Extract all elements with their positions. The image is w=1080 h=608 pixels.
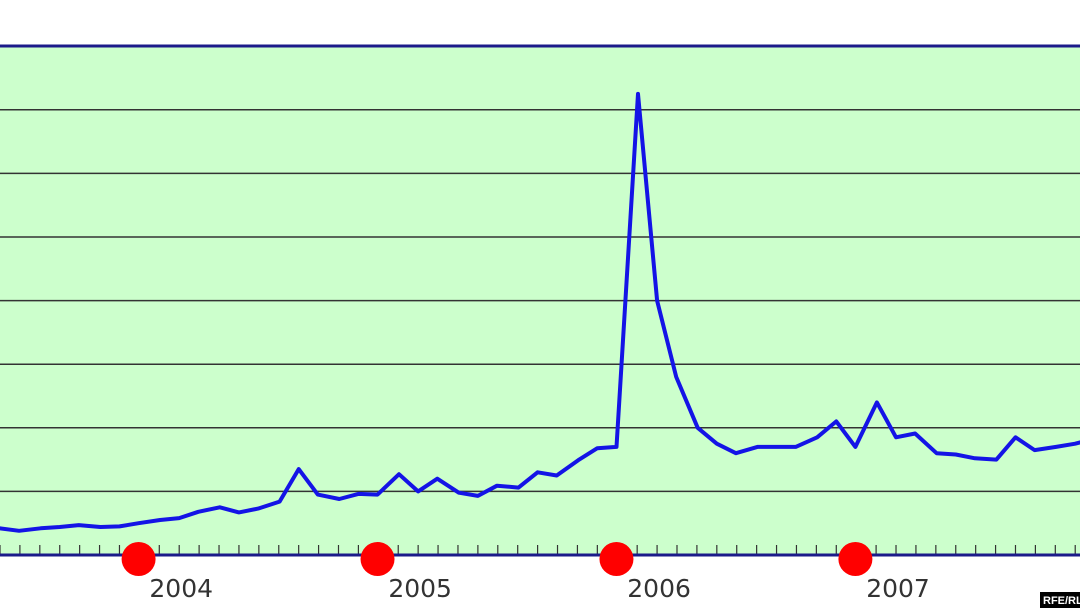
gridlines bbox=[0, 109, 1080, 493]
x-axis-labels: 2004 2005 2006 2007 bbox=[149, 574, 929, 603]
event-markers bbox=[121, 542, 873, 576]
event-marker-2 bbox=[360, 542, 395, 576]
event-marker-4 bbox=[838, 542, 873, 576]
x-tick-label-2004: 2004 bbox=[149, 574, 213, 603]
credit-box bbox=[1040, 592, 1080, 608]
credit-text: RFE/RL bbox=[1043, 595, 1080, 607]
x-tick-label-2007: 2007 bbox=[866, 574, 930, 603]
x-axis-minor-ticks bbox=[0, 545, 1076, 555]
x-tick-label-2006: 2006 bbox=[627, 574, 691, 603]
event-marker-1 bbox=[121, 542, 156, 576]
event-marker-3 bbox=[599, 542, 634, 576]
series-line bbox=[0, 91, 1080, 533]
x-tick-label-2005: 2005 bbox=[388, 574, 452, 603]
